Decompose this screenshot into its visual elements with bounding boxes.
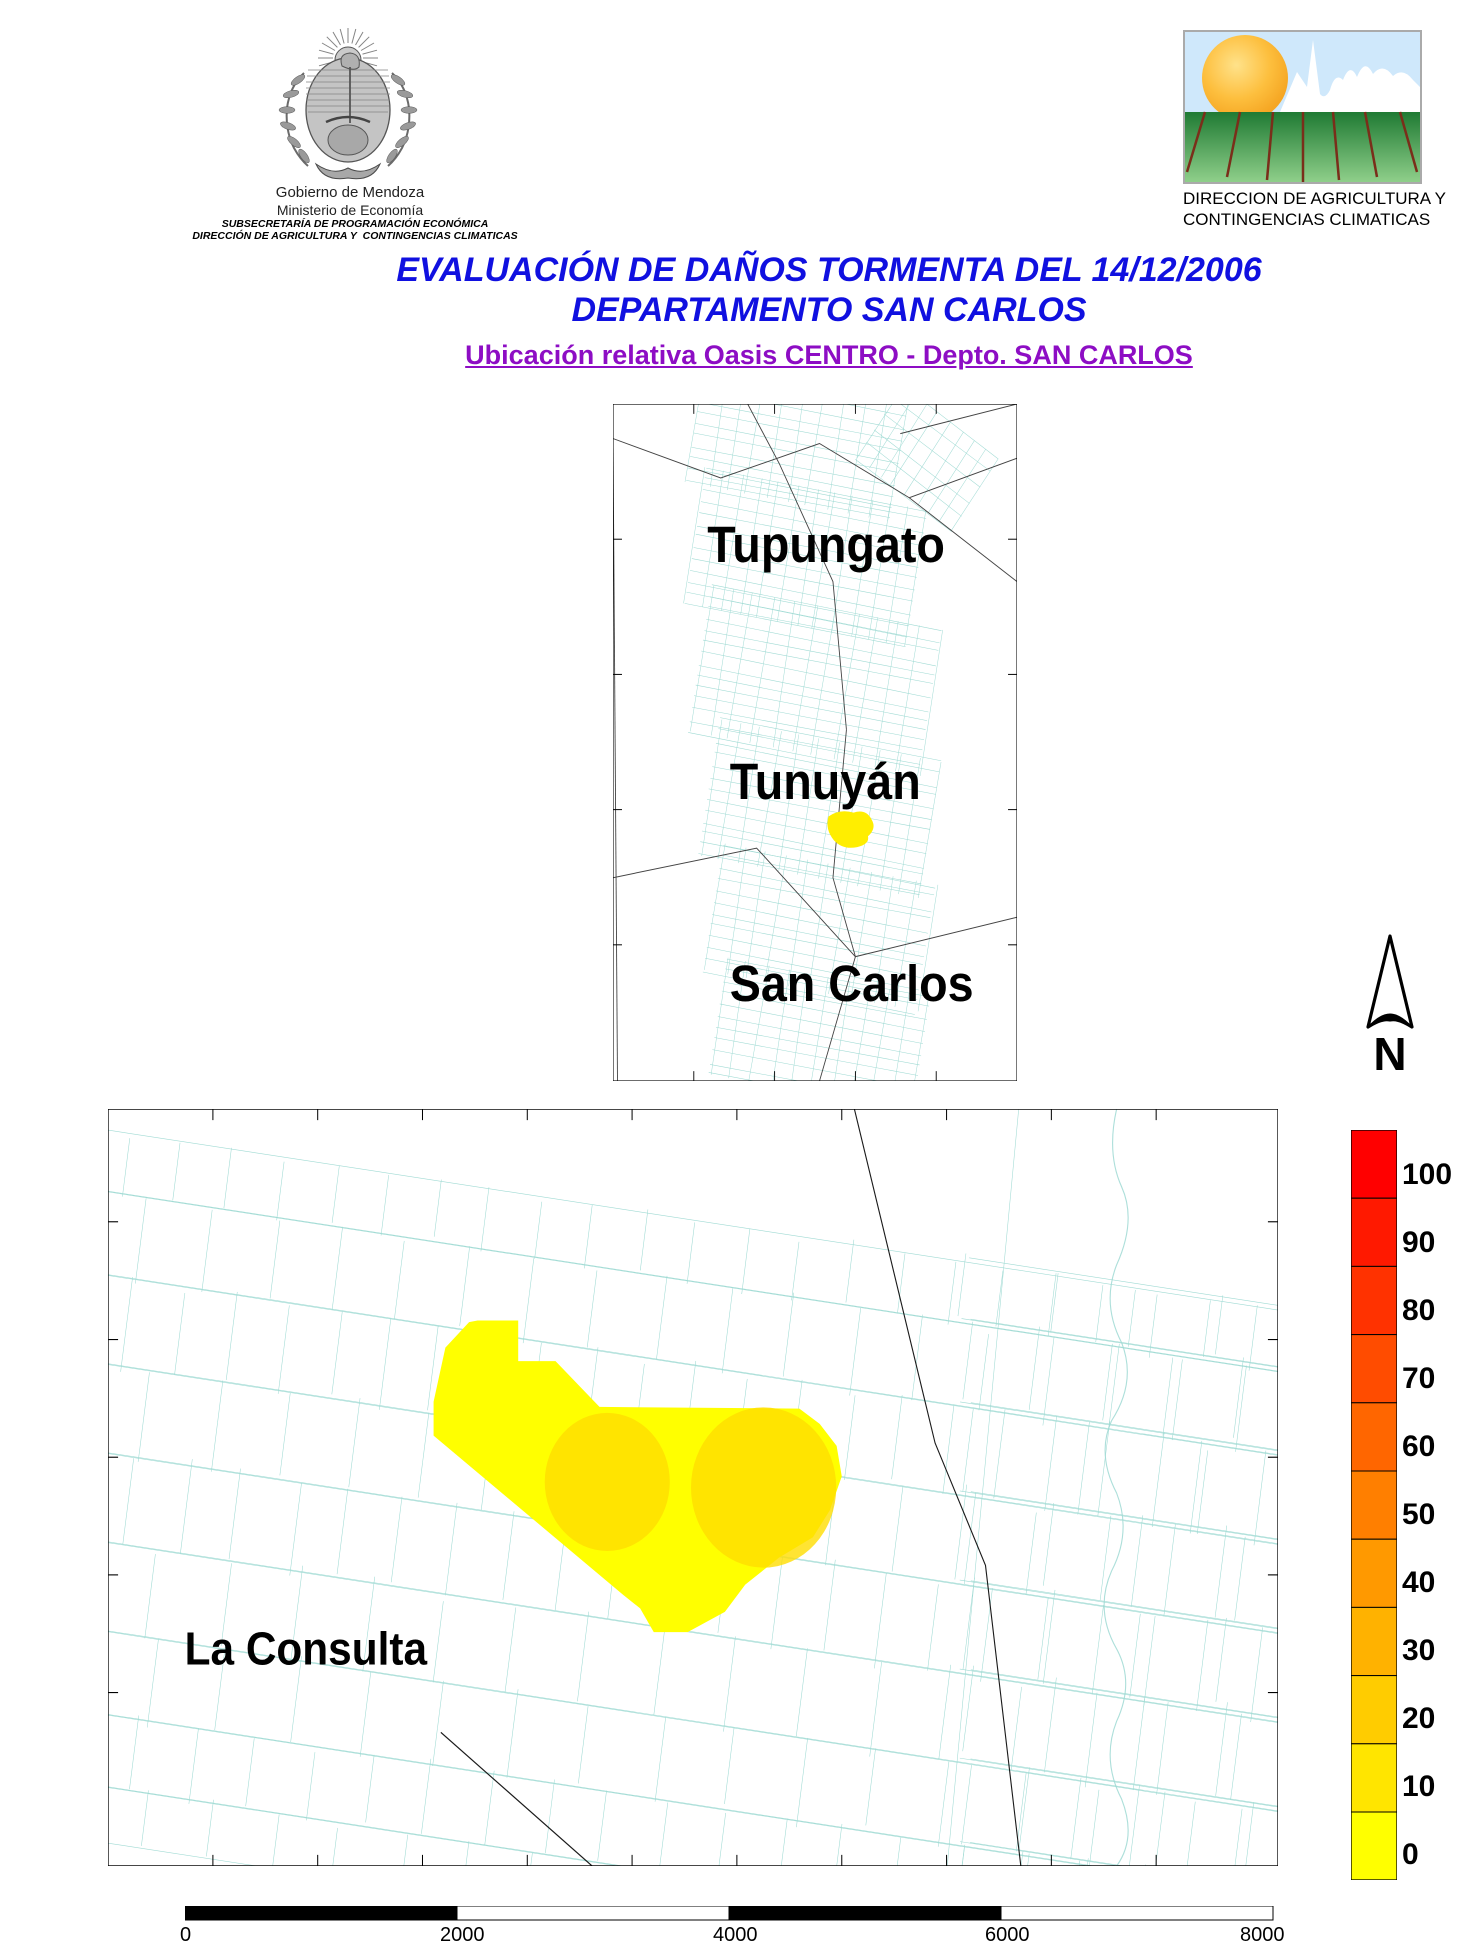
svg-text:N: N <box>1373 1028 1406 1080</box>
svg-text:Tunuyán: Tunuyán <box>730 754 921 810</box>
svg-text:San Carlos: San Carlos <box>730 956 974 1012</box>
svg-text:Tupungato: Tupungato <box>707 517 945 573</box>
svg-text:La Consulta: La Consulta <box>185 1624 429 1675</box>
